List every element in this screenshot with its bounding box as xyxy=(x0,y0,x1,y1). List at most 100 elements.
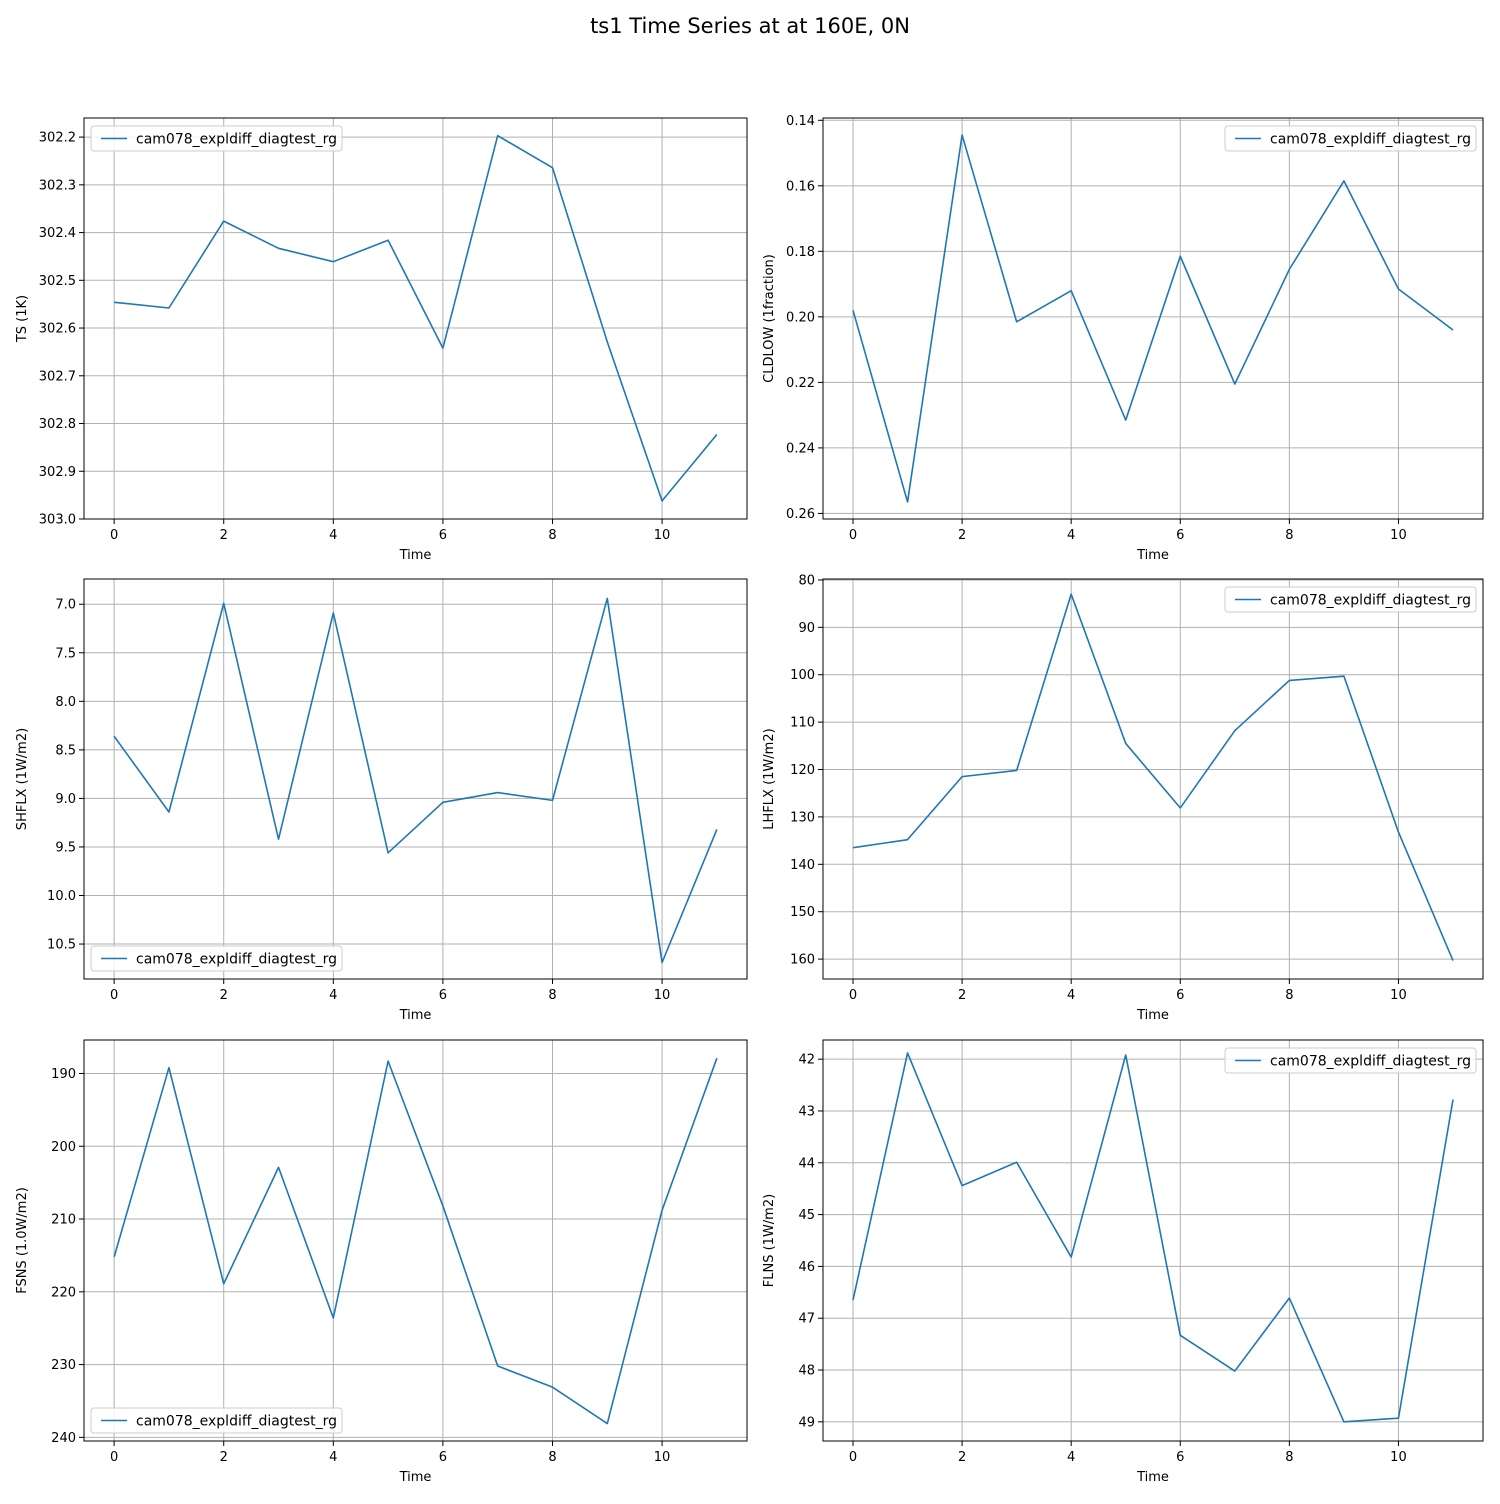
y-axis-label: FSNS (1.0W/m2) xyxy=(15,1187,30,1294)
x-tick-label: 0 xyxy=(849,1450,857,1465)
axes-frame xyxy=(84,579,747,979)
x-tick-label: 2 xyxy=(220,528,228,543)
y-tick-label: 0.20 xyxy=(786,310,815,325)
y-axis-label: FLNS (1W/m2) xyxy=(762,1194,777,1287)
axes-frame xyxy=(823,1040,1483,1441)
y-tick-label: 8.5 xyxy=(55,743,76,758)
x-tick-label: 8 xyxy=(548,528,556,543)
y-tick-label: 0.18 xyxy=(786,245,815,260)
x-axis-label: Time xyxy=(1136,548,1169,563)
y-axis-label: CLDLOW (1fraction) xyxy=(762,254,777,383)
legend: cam078_expldiff_diagtest_rg xyxy=(91,946,342,971)
x-tick-label: 10 xyxy=(1390,988,1407,1003)
series-line xyxy=(853,135,1453,502)
y-tick-label: 302.6 xyxy=(39,322,76,337)
y-tick-label: 47 xyxy=(798,1312,815,1327)
x-tick-label: 2 xyxy=(958,1450,966,1465)
y-tick-label: 42 xyxy=(798,1053,815,1068)
legend-label: cam078_expldiff_diagtest_rg xyxy=(1270,132,1471,148)
y-tick-label: 10.0 xyxy=(47,889,76,904)
x-tick-label: 0 xyxy=(110,528,118,543)
x-tick-label: 4 xyxy=(1067,528,1075,543)
y-tick-label: 0.16 xyxy=(786,179,815,194)
x-axis-label: Time xyxy=(399,1470,432,1485)
series-line xyxy=(114,136,717,501)
y-tick-label: 302.3 xyxy=(39,178,76,193)
x-tick-label: 8 xyxy=(548,1450,556,1465)
axes-frame xyxy=(823,579,1483,979)
y-tick-label: 10.5 xyxy=(47,938,76,953)
series-line xyxy=(114,1058,717,1423)
legend: cam078_expldiff_diagtest_rg xyxy=(91,1408,342,1433)
series-line xyxy=(853,594,1453,960)
y-tick-label: 190 xyxy=(51,1067,76,1082)
x-tick-label: 6 xyxy=(1176,988,1184,1003)
axes-frame xyxy=(84,1040,747,1441)
y-tick-label: 302.7 xyxy=(39,369,76,384)
x-axis-label: Time xyxy=(1136,1008,1169,1023)
y-tick-label: 45 xyxy=(798,1208,815,1223)
y-tick-label: 150 xyxy=(790,905,815,920)
y-tick-label: 302.9 xyxy=(39,465,76,480)
y-tick-label: 303.0 xyxy=(39,513,76,528)
legend-label: cam078_expldiff_diagtest_rg xyxy=(136,1414,337,1430)
y-axis-label: SHFLX (1W/m2) xyxy=(15,728,30,830)
y-tick-label: 49 xyxy=(798,1415,815,1430)
y-tick-label: 160 xyxy=(790,953,815,968)
y-tick-label: 120 xyxy=(790,763,815,778)
x-tick-label: 8 xyxy=(548,988,556,1003)
x-tick-label: 6 xyxy=(1176,528,1184,543)
x-tick-label: 2 xyxy=(958,988,966,1003)
legend-label: cam078_expldiff_diagtest_rg xyxy=(136,132,337,148)
x-tick-label: 4 xyxy=(1067,988,1075,1003)
x-tick-label: 6 xyxy=(439,528,447,543)
y-tick-label: 90 xyxy=(798,621,815,636)
y-tick-label: 130 xyxy=(790,810,815,825)
x-tick-label: 10 xyxy=(654,528,671,543)
x-tick-label: 6 xyxy=(1176,1450,1184,1465)
x-axis-label: Time xyxy=(399,1008,432,1023)
y-tick-label: 220 xyxy=(51,1285,76,1300)
x-tick-label: 10 xyxy=(1390,1450,1407,1465)
legend: cam078_expldiff_diagtest_rg xyxy=(1225,126,1476,151)
x-axis-label: Time xyxy=(399,548,432,563)
y-tick-label: 302.4 xyxy=(39,226,76,241)
x-tick-label: 6 xyxy=(439,1450,447,1465)
x-tick-label: 2 xyxy=(958,528,966,543)
y-tick-label: 240 xyxy=(51,1431,76,1446)
x-tick-label: 6 xyxy=(439,988,447,1003)
y-tick-label: 80 xyxy=(798,573,815,588)
x-tick-label: 0 xyxy=(110,988,118,1003)
x-tick-label: 4 xyxy=(1067,1450,1075,1465)
y-tick-label: 7.0 xyxy=(55,598,76,613)
y-tick-label: 0.26 xyxy=(786,507,815,522)
x-tick-label: 0 xyxy=(849,988,857,1003)
y-tick-label: 210 xyxy=(51,1213,76,1228)
y-tick-label: 0.14 xyxy=(786,114,815,129)
y-tick-label: 110 xyxy=(790,716,815,731)
x-tick-label: 2 xyxy=(220,988,228,1003)
y-tick-label: 100 xyxy=(790,668,815,683)
y-tick-label: 140 xyxy=(790,858,815,873)
y-axis-label: LHFLX (1W/m2) xyxy=(762,728,777,829)
y-tick-label: 8.0 xyxy=(55,695,76,710)
x-tick-label: 10 xyxy=(1390,528,1407,543)
legend: cam078_expldiff_diagtest_rg xyxy=(1225,1048,1476,1073)
x-tick-label: 4 xyxy=(329,988,337,1003)
y-tick-label: 302.5 xyxy=(39,274,76,289)
y-tick-label: 200 xyxy=(51,1140,76,1155)
legend-label: cam078_expldiff_diagtest_rg xyxy=(136,952,337,968)
y-tick-label: 302.8 xyxy=(39,417,76,432)
x-tick-label: 4 xyxy=(329,528,337,543)
x-tick-label: 8 xyxy=(1285,528,1293,543)
y-tick-label: 302.2 xyxy=(39,131,76,146)
subplot-1: 0 2 4 6 8 10 302.2 302.3 302.4 302.5 302.6 302.7 302… xyxy=(15,118,747,563)
y-tick-label: 7.5 xyxy=(55,646,76,661)
legend: cam078_expldiff_diagtest_rg xyxy=(91,126,342,151)
y-tick-label: 46 xyxy=(798,1260,815,1275)
